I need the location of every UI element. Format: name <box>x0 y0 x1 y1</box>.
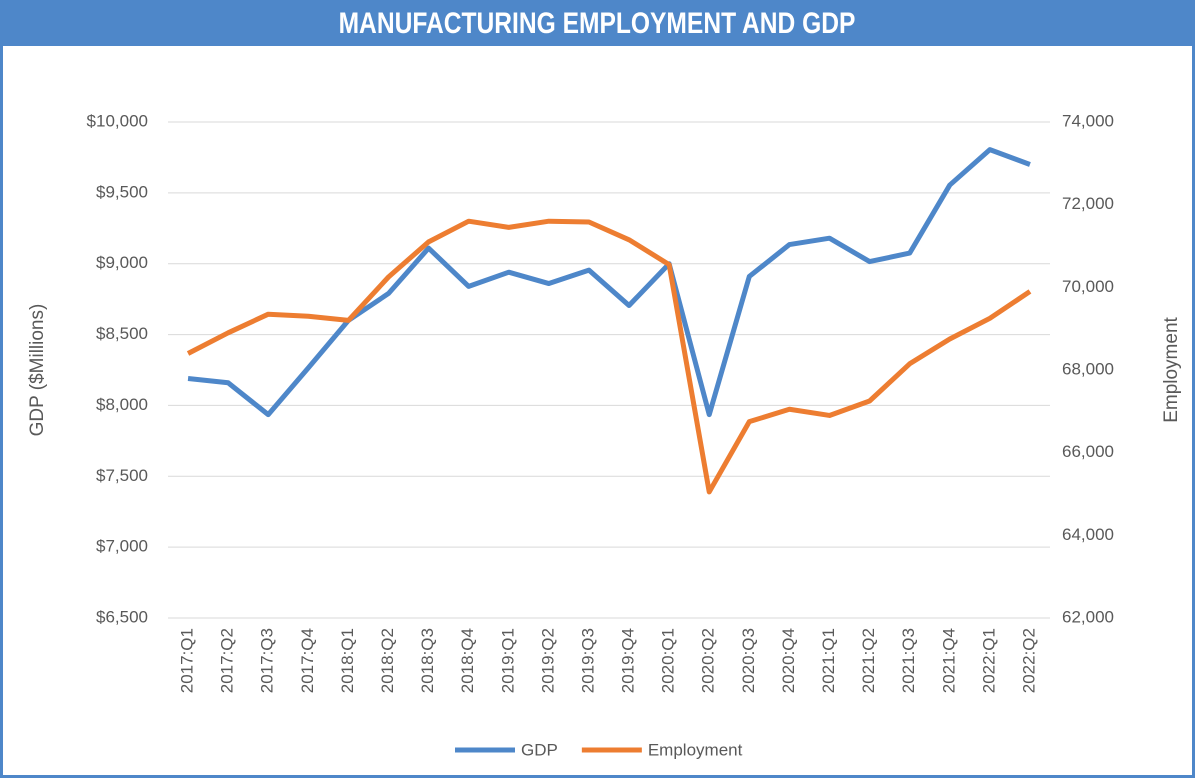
y2-tick-label: 62,000 <box>1062 607 1114 626</box>
x-tick-label: 2022:Q1 <box>979 628 998 693</box>
x-tick-label: 2021:Q1 <box>819 628 838 693</box>
x-tick-label: 2021:Q4 <box>939 628 958 693</box>
y2-tick-label: 72,000 <box>1062 194 1114 213</box>
y2-tick-label: 70,000 <box>1062 277 1114 296</box>
x-tick-label: 2017:Q2 <box>218 628 237 693</box>
y-tick-label: $7,000 <box>96 537 148 556</box>
x-tick-label: 2021:Q3 <box>899 628 918 693</box>
x-tick-label: 2018:Q3 <box>418 628 437 693</box>
x-tick-label: 2017:Q4 <box>298 628 317 693</box>
legend-label: GDP <box>521 740 558 759</box>
line-series <box>187 147 1031 418</box>
x-tick-label: 2020:Q2 <box>699 628 718 693</box>
y-tick-label: $9,000 <box>96 253 148 272</box>
x-tick-label: 2019:Q1 <box>498 628 517 693</box>
x-tick-label: 2020:Q3 <box>739 628 758 693</box>
legend-label: Employment <box>648 740 743 759</box>
x-tick-label: 2020:Q4 <box>779 628 798 693</box>
y2-tick-label: 74,000 <box>1062 111 1114 130</box>
y-tick-label: $8,500 <box>96 324 148 343</box>
x-tick-label: 2017:Q3 <box>258 628 277 693</box>
y-axis-title: GDP ($Millions) <box>27 304 48 437</box>
chart-title: MANUFACTURING EMPLOYMENT AND GDP <box>339 6 856 40</box>
title-banner <box>0 0 1195 46</box>
y2-axis-title: Employment <box>1161 316 1182 422</box>
x-tick-label: 2018:Q4 <box>458 628 477 693</box>
x-tick-label: 2022:Q2 <box>1019 628 1038 693</box>
x-tick-label: 2019:Q4 <box>619 628 638 693</box>
y2-tick-label: 68,000 <box>1062 359 1114 378</box>
line-series <box>186 218 1032 495</box>
y-tick-label: $10,000 <box>87 111 148 130</box>
y-tick-label: $6,500 <box>96 607 148 626</box>
y-tick-label: $8,000 <box>96 395 148 414</box>
y-tick-label: $7,500 <box>96 466 148 485</box>
y2-tick-label: 66,000 <box>1062 442 1114 461</box>
x-tick-label: 2017:Q1 <box>178 628 197 693</box>
x-tick-label: 2021:Q2 <box>859 628 878 693</box>
x-tick-label: 2019:Q2 <box>538 628 557 693</box>
y2-tick-label: 64,000 <box>1062 525 1114 544</box>
x-tick-label: 2018:Q1 <box>338 628 357 693</box>
x-tick-label: 2018:Q2 <box>378 628 397 693</box>
x-tick-label: 2019:Q3 <box>578 628 597 693</box>
x-tick-label: 2020:Q1 <box>659 628 678 693</box>
y-tick-label: $9,500 <box>96 182 148 201</box>
